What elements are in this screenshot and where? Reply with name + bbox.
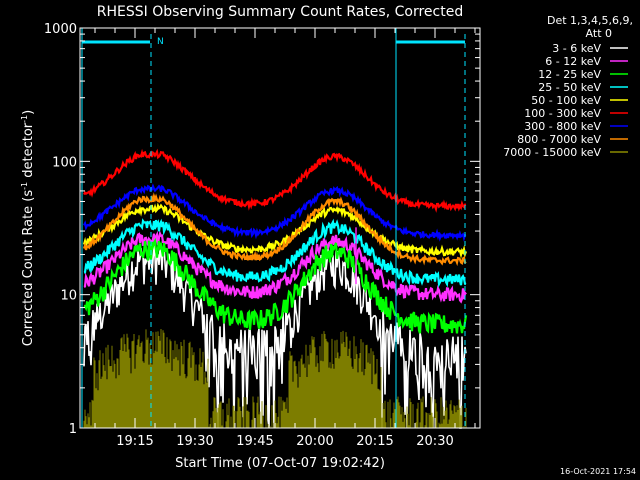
chart-title: RHESSI Observing Summary Count Rates, Co…: [97, 4, 463, 20]
flag-label: N: [157, 37, 164, 47]
x-tick-label: 20:30: [416, 434, 453, 449]
plot-frame: [79, 27, 481, 429]
x-tick-label: 20:00: [296, 434, 333, 449]
x-tick-label: 19:30: [176, 434, 213, 449]
legend-entry-label-2: 12 - 25 keV: [538, 68, 601, 81]
legend-entry-label-4: 50 - 100 keV: [531, 94, 601, 107]
legend-entry-label-3: 25 - 50 keV: [538, 81, 601, 94]
legend-entry-label-5: 100 - 300 keV: [524, 107, 601, 120]
y-axis-label: Corrected Count Rate (s-1 detector-1): [20, 110, 36, 346]
x-tick-label: 20:15: [356, 434, 393, 449]
data-layer: N: [81, 28, 468, 429]
series-2: [83, 237, 468, 334]
series-6: [83, 183, 467, 242]
legend-header-line2: Att 0: [586, 27, 612, 40]
legend-entry-label-7: 800 - 7000 keV: [517, 133, 601, 146]
y-tick-label: 1000: [44, 22, 77, 37]
series-4: [82, 202, 468, 259]
y-tick-label: 1: [69, 422, 77, 437]
series-3: [83, 218, 467, 288]
svg-text:Corrected Count Rate (s-1 dete: Corrected Count Rate (s-1 detector-1): [20, 110, 36, 346]
x-axis-label: Start Time (07-Oct-07 19:02:42): [175, 456, 385, 471]
legend-entry-label-0: 3 - 6 keV: [552, 42, 601, 55]
series-5: [83, 148, 467, 213]
y-tick-label: 100: [52, 155, 77, 170]
x-tick-label: 19:15: [116, 434, 153, 449]
y-tick-label: 10: [60, 289, 77, 304]
legend-entry-label-6: 300 - 800 keV: [524, 120, 601, 133]
series-7: [82, 192, 467, 267]
legend-entry-label-1: 6 - 12 keV: [545, 55, 601, 68]
legend-header-line1: Det 1,3,4,5,6,9,: [547, 14, 633, 27]
x-tick-label: 19:45: [236, 434, 273, 449]
timestamp: 16-Oct-2021 17:54: [560, 467, 636, 476]
axis-layer: 1 10 100 1000 19:15 19:30 19:45 20:00 20:15 20:30: [44, 22, 481, 449]
legend-entry-label-8: 7000 - 15000 keV: [503, 146, 601, 159]
series-1: [83, 230, 467, 304]
